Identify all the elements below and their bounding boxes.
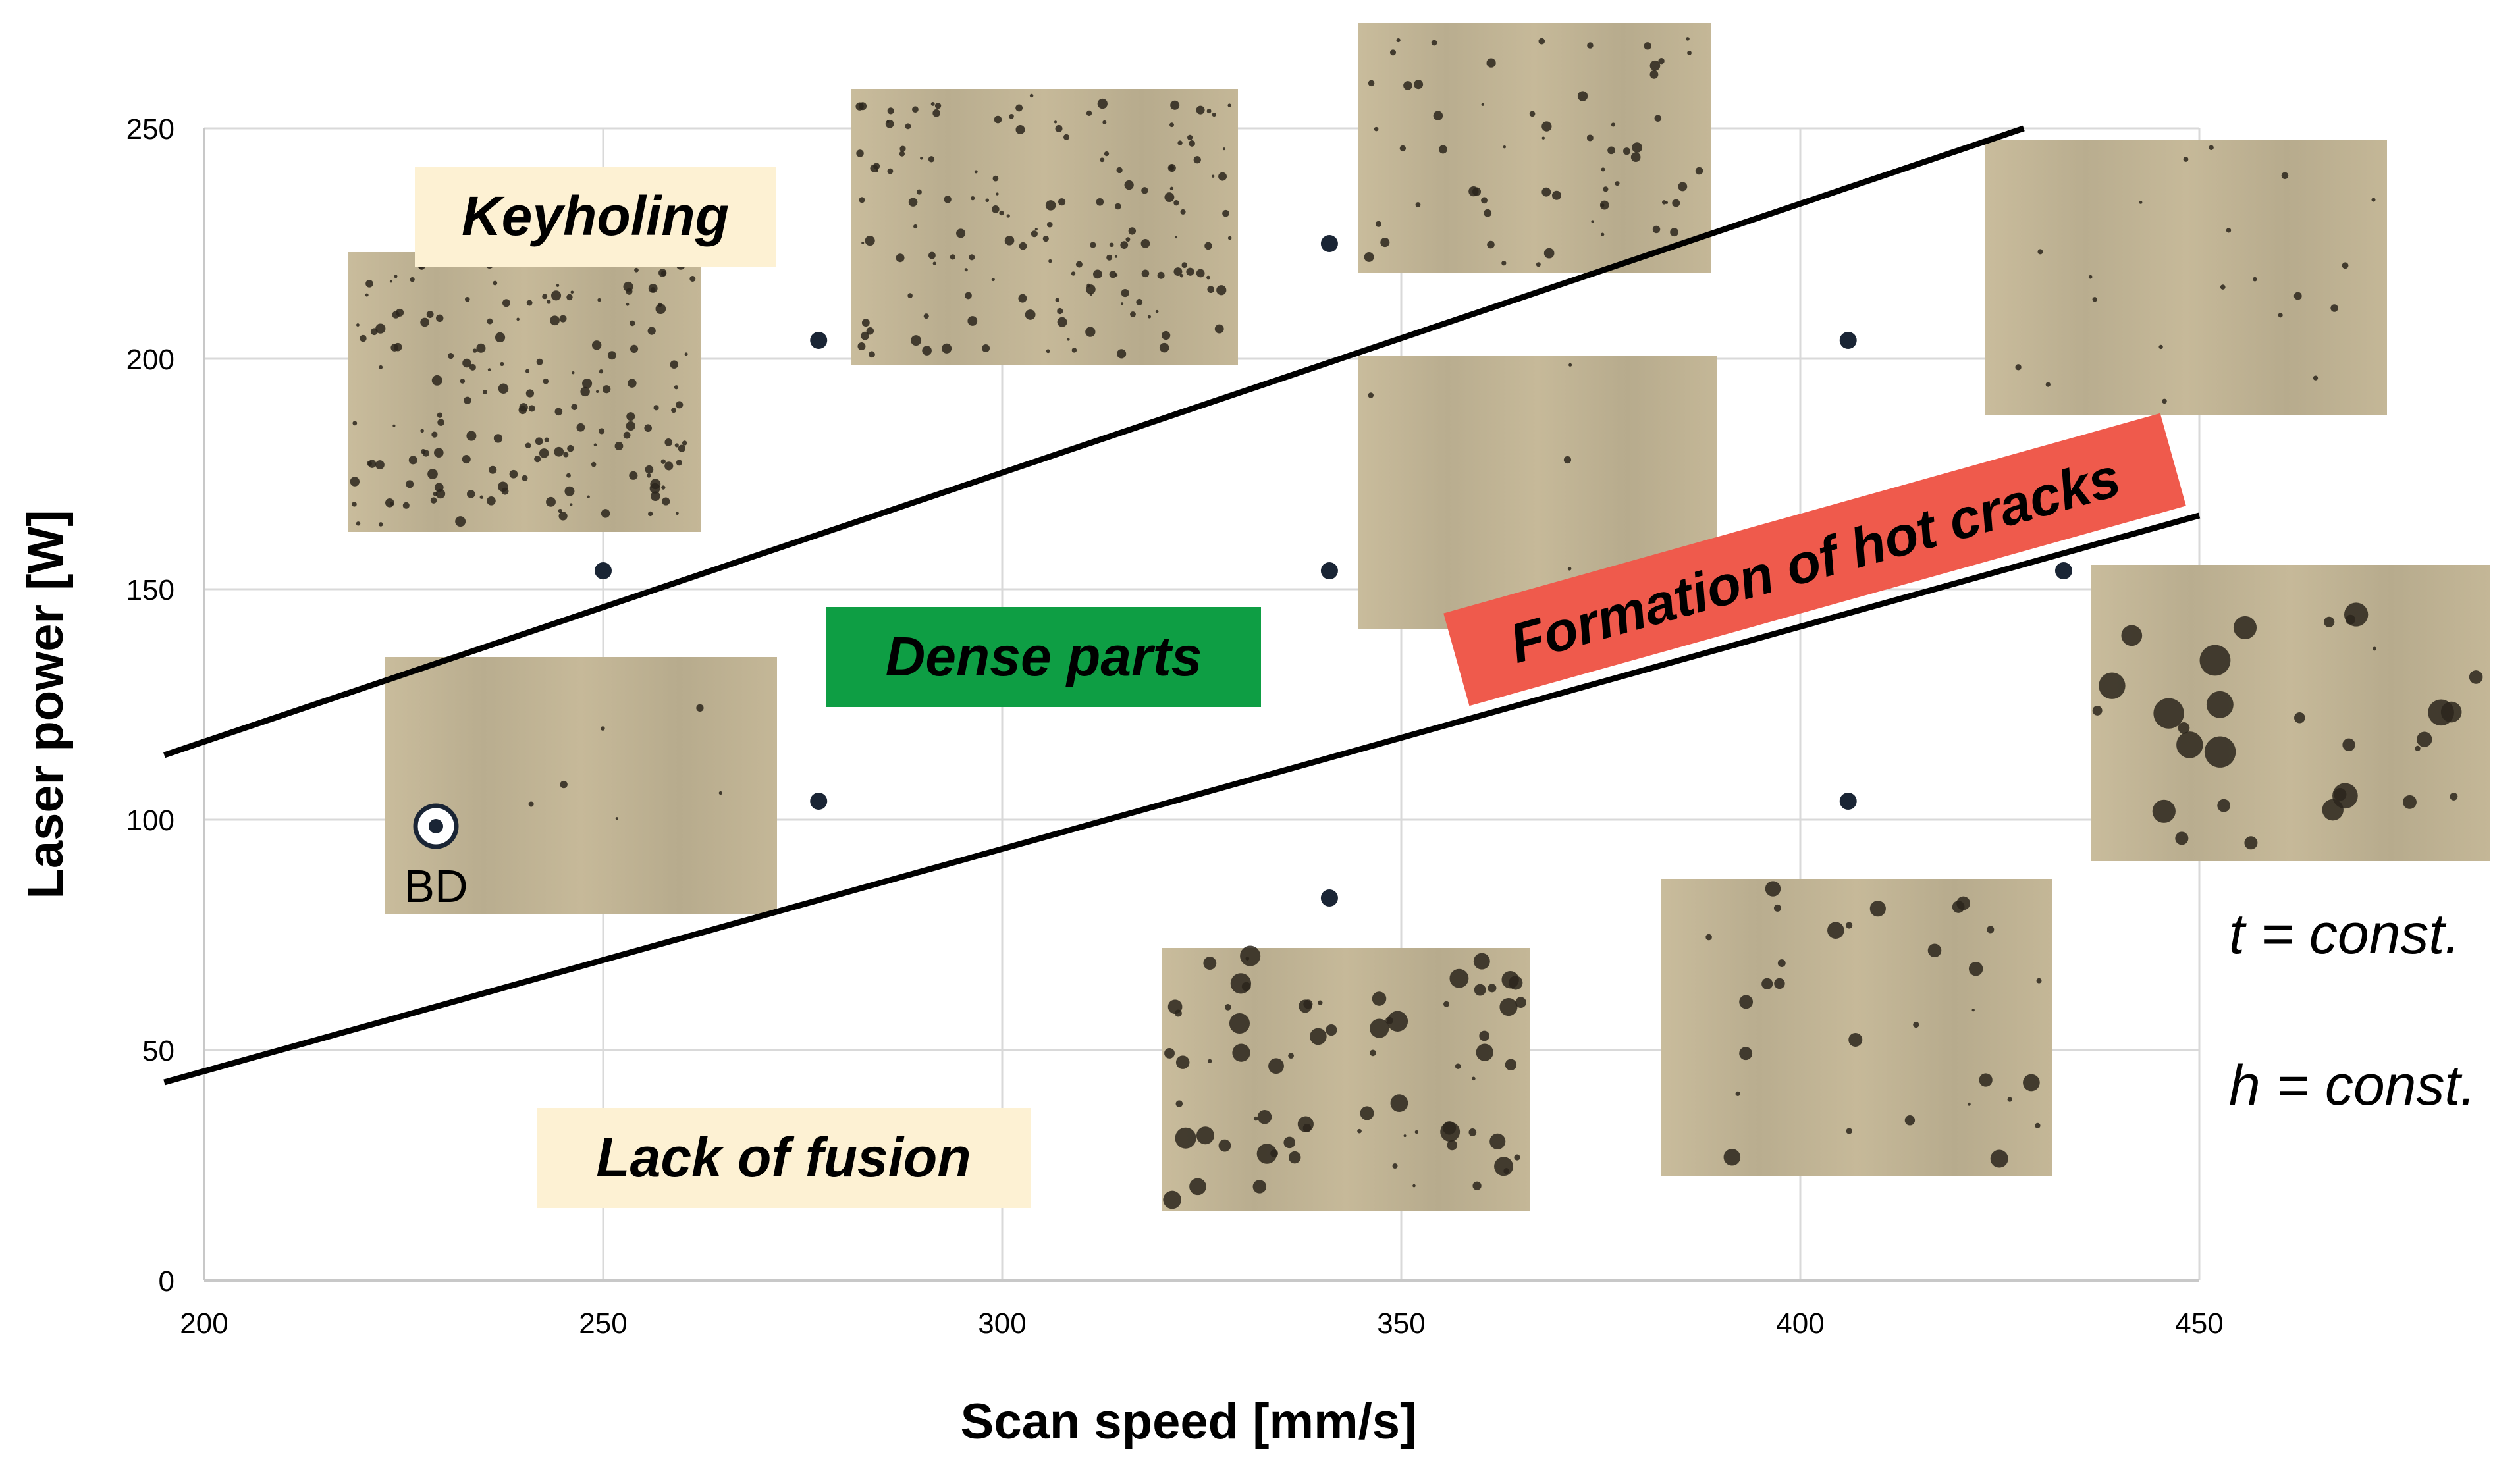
pore-texture [350,37,2483,1209]
t-const-label: t = const. [2229,903,2460,966]
data-point-8 [2054,562,2072,579]
build-direction-symbol: BD [404,803,468,912]
data-point-0 [595,562,612,579]
y-axis-title: Laser power [W] [18,510,74,899]
data-point-7 [1839,793,1857,810]
micrograph-high-power-2 [1358,23,1711,273]
region-label-dense: Dense parts [826,607,1261,707]
x-tick-labels: 200 250 300 350 400 450 [180,1307,2223,1340]
data-point-3 [1320,235,1338,252]
y-tick-label-3: 150 [126,574,174,606]
y-tick-label-0: 0 [159,1265,174,1298]
region-label-lack-of-fusion: Lack of fusion [537,1108,1031,1208]
micrograph-upper-right [1985,140,2387,415]
micrographs [348,23,2490,1211]
data-point-2 [810,793,828,810]
x-tick-label-0: 200 [180,1307,228,1340]
x-tick-label-2: 300 [978,1307,1026,1340]
boundary-line-0 [163,125,2025,758]
keyholing-text: Keyholing [462,185,729,247]
data-point-5 [1320,889,1338,907]
x-tick-label-1: 250 [579,1307,627,1340]
y-tick-label-2: 100 [126,804,174,837]
process-window-boundaries [163,125,2201,1086]
y-tick-label-5: 250 [126,113,174,145]
data-point-6 [1839,332,1857,349]
h-const-label: h = const. [2229,1054,2476,1117]
x-tick-label-5: 450 [2175,1307,2223,1340]
x-axis-title: Scan speed [mm/s] [961,1394,1417,1450]
lack-of-fusion-text: Lack of fusion [596,1126,971,1188]
micrograph-dense-left [385,657,777,914]
y-tick-labels: 0 50 100 150 200 250 [126,113,174,1298]
x-tick-label-4: 400 [1776,1307,1824,1340]
data-point-4 [1320,562,1338,579]
micrograph-lof-2 [1661,879,2052,1176]
boundary-line-1 [163,512,2201,1086]
micrograph-lof-1 [1162,948,1530,1211]
y-tick-label-4: 200 [126,344,174,376]
build-direction-label: BD [404,860,468,912]
y-tick-label-1: 50 [142,1035,174,1067]
data-points [595,235,2072,907]
data-point-1 [810,332,828,349]
micrograph-high-power-1 [851,89,1238,365]
micrograph-keyholing [348,252,701,532]
x-tick-label-3: 350 [1377,1307,1425,1340]
dense-parts-text: Dense parts [886,625,1202,687]
region-label-keyholing: Keyholing [415,167,776,267]
axes [203,128,2199,1282]
